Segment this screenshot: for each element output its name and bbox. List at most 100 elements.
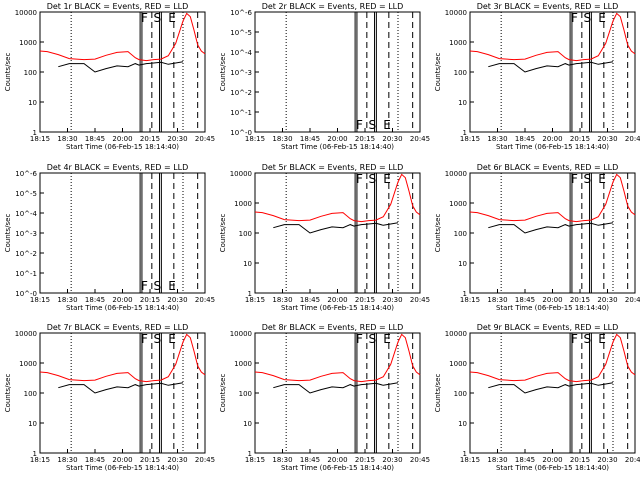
y-tick-label: 10 — [28, 99, 37, 107]
lld-series-line — [469, 12, 636, 62]
x-tick-label: 20:30 — [382, 296, 402, 304]
y-tick-label: 1000 — [234, 200, 252, 208]
marker-s: S — [369, 172, 377, 186]
x-tick-label: 20:45 — [195, 135, 215, 143]
y-axis-label: Counts/sec — [4, 374, 12, 413]
x-tick-label: 20:45 — [195, 296, 215, 304]
marker-e: E — [598, 11, 606, 25]
x-tick-label: 20:15 — [570, 296, 590, 304]
x-tick-label: 20:45 — [195, 456, 215, 464]
y-tick-label: 100 — [239, 230, 252, 238]
x-tick-label: 20:15 — [355, 456, 375, 464]
panel-6: Det 6r BLACK = Events, RED = LLD 18:15 18:… — [434, 163, 640, 312]
lld-series-line — [469, 333, 636, 383]
x-tick-label: 18:45 — [515, 456, 535, 464]
panel-title: Det 3r BLACK = Events, RED = LLD — [477, 2, 619, 11]
x-tick-label: 18:15 — [460, 135, 480, 143]
marker-e: E — [383, 172, 391, 186]
marker-s: S — [154, 279, 162, 293]
x-tick-label: 20:45 — [410, 135, 430, 143]
y-axis-label: Counts/sec — [219, 53, 227, 92]
x-tick-label: 20:30 — [597, 135, 617, 143]
x-tick-label: 20:45 — [625, 456, 640, 464]
panel-title: Det 4r BLACK = Events, RED = LLD — [47, 163, 189, 172]
y-tick-label: 10000 — [230, 330, 252, 338]
x-tick-label: 20:15 — [355, 135, 375, 143]
marker-s: S — [584, 11, 592, 25]
y-tick-label: 1 — [33, 129, 37, 137]
x-tick-label: 20:15 — [355, 296, 375, 304]
marker-e: E — [168, 332, 176, 346]
marker-f: F — [571, 172, 578, 186]
marker-f: F — [356, 118, 363, 132]
y-tick-label: 10^-3 — [230, 69, 252, 77]
y-tick-label: 1000 — [449, 200, 467, 208]
y-tick-label: 10^-6 — [230, 9, 252, 17]
y-tick-label: 10^-1 — [230, 109, 252, 117]
y-tick-label: 10 — [458, 420, 467, 428]
x-tick-label: 20:00 — [542, 296, 562, 304]
x-tick-label: 18:30 — [487, 456, 507, 464]
x-tick-label: 18:30 — [272, 135, 292, 143]
x-tick-label: 18:15 — [30, 296, 50, 304]
y-tick-label: 10^-4 — [230, 49, 252, 57]
x-tick-label: 20:30 — [597, 456, 617, 464]
x-tick-label: 20:00 — [327, 296, 347, 304]
events-series-line — [58, 61, 184, 73]
marker-e: E — [383, 118, 391, 132]
x-tick-label: 18:30 — [487, 135, 507, 143]
x-tick-label: 20:00 — [327, 135, 347, 143]
panel-title: Det 2r BLACK = Events, RED = LLD — [262, 2, 404, 11]
x-tick-label: 18:30 — [272, 456, 292, 464]
marker-f: F — [356, 172, 363, 186]
y-tick-label: 10^-2 — [230, 89, 252, 97]
x-axis-label: Start Time (06-Feb-15 18:14:40) — [66, 464, 179, 472]
events-series-line — [273, 222, 399, 234]
x-tick-label: 20:00 — [327, 456, 347, 464]
y-tick-label: 1000 — [19, 39, 37, 47]
y-axis-label: Counts/sec — [434, 214, 442, 253]
events-series-line — [488, 222, 614, 234]
x-tick-label: 20:45 — [410, 296, 430, 304]
x-axis-label: Start Time (06-Feb-15 18:14:40) — [496, 304, 609, 312]
x-tick-label: 20:00 — [542, 456, 562, 464]
y-tick-label: 10^-6 — [15, 170, 37, 178]
lld-series-line — [39, 12, 206, 62]
x-tick-label: 18:45 — [515, 135, 535, 143]
y-tick-label: 100 — [454, 390, 467, 398]
x-tick-label: 20:30 — [167, 456, 187, 464]
y-tick-label: 1 — [248, 450, 252, 458]
y-tick-label: 10 — [243, 260, 252, 268]
panel-title: Det 8r BLACK = Events, RED = LLD — [262, 323, 404, 332]
y-tick-label: 10000 — [445, 170, 467, 178]
y-tick-label: 100 — [24, 390, 37, 398]
y-tick-label: 10000 — [15, 9, 37, 17]
x-axis-label: Start Time (06-Feb-15 18:14:40) — [281, 143, 394, 151]
y-tick-label: 1 — [463, 450, 467, 458]
panel-4: Det 4r BLACK = Events, RED = LLD 18:15 18:… — [4, 163, 215, 312]
x-tick-label: 18:45 — [300, 456, 320, 464]
marker-f: F — [141, 279, 148, 293]
y-axis-label: Counts/sec — [4, 53, 12, 92]
x-tick-label: 20:15 — [570, 135, 590, 143]
x-tick-label: 18:45 — [300, 135, 320, 143]
marker-s: S — [584, 332, 592, 346]
x-tick-label: 20:30 — [382, 456, 402, 464]
panel-title: Det 1r BLACK = Events, RED = LLD — [47, 2, 189, 11]
x-tick-label: 18:45 — [300, 296, 320, 304]
marker-s: S — [369, 332, 377, 346]
y-tick-label: 1 — [463, 129, 467, 137]
y-tick-label: 10^-5 — [230, 29, 252, 37]
x-tick-label: 20:15 — [140, 456, 160, 464]
panel-7: Det 7r BLACK = Events, RED = LLD 18:15 18:… — [4, 323, 215, 472]
x-tick-label: 18:30 — [57, 135, 77, 143]
x-tick-label: 20:30 — [167, 135, 187, 143]
x-tick-label: 18:30 — [57, 456, 77, 464]
y-axis-label: Counts/sec — [434, 374, 442, 413]
marker-e: E — [383, 332, 391, 346]
marker-f: F — [356, 332, 363, 346]
y-tick-label: 1 — [33, 450, 37, 458]
marker-e: E — [598, 332, 606, 346]
y-tick-label: 10 — [458, 260, 467, 268]
